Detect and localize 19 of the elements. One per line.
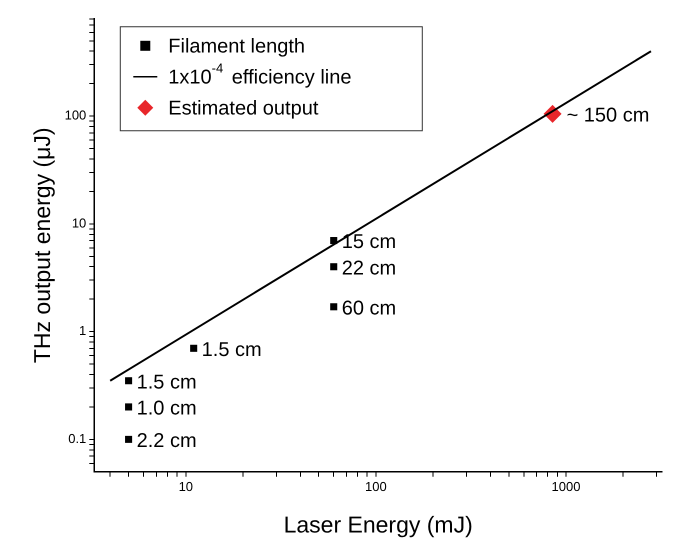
x-tick-label: 100 [365,479,387,494]
y-tick-label: 0.1 [68,430,86,446]
annotation: 15 cm [342,231,396,254]
y-tick-label: 1 [79,323,86,338]
x-tick-label: 1000 [552,479,580,494]
annotation: 60 cm [342,297,396,320]
y-axis-title: THz output energy (μJ) [29,127,56,364]
annotation: 22 cm [342,257,396,280]
x-axis-title: Laser Energy (mJ) [284,512,473,538]
annotation: 1.0 cm [136,397,197,420]
y-tick-label: 10 [72,215,86,230]
annotation: 2.2 cm [136,430,197,452]
legend-label: Estimated output [168,97,319,120]
legend-label: Filament length [168,35,306,58]
annotation: ~ 150 cm [566,104,650,126]
y-tick-label: 100 [64,108,86,123]
annotation: 1.5 cm [136,371,197,394]
annotation: 1.5 cm [202,338,262,361]
x-tick-label: 10 [178,479,194,494]
